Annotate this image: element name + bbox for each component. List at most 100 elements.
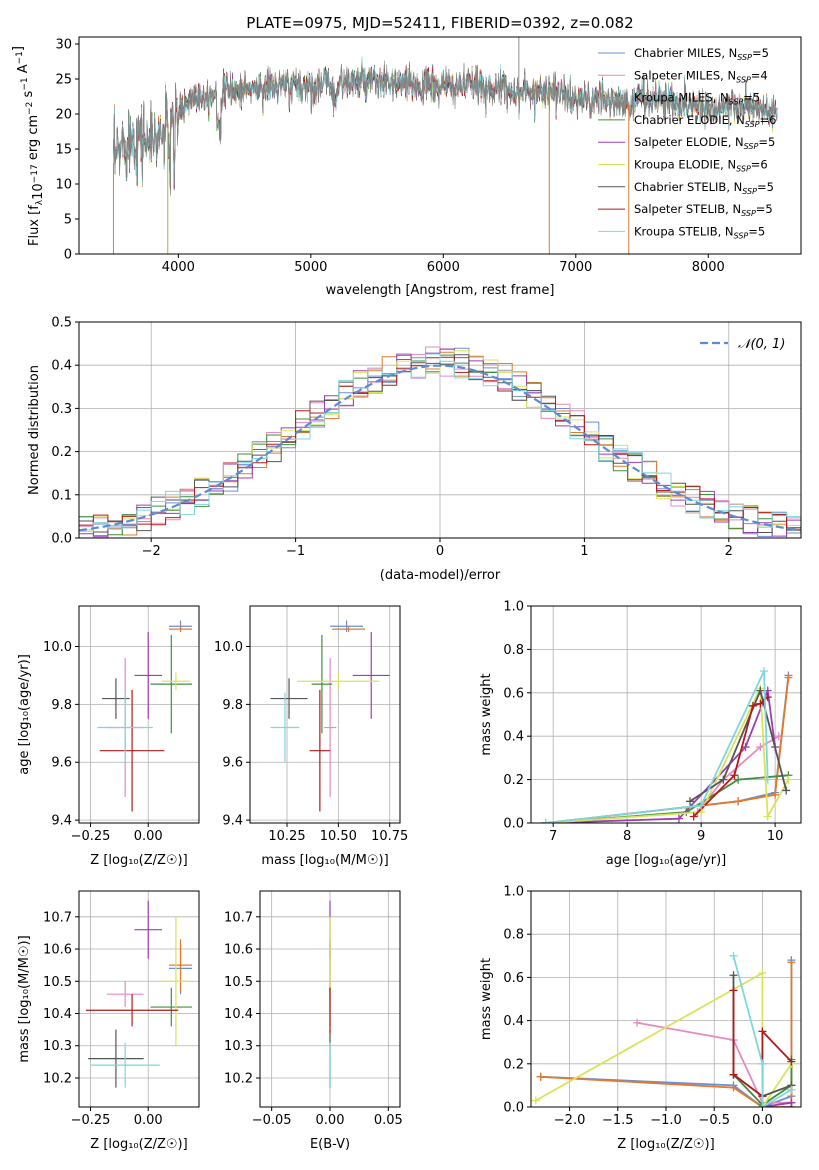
x-tick-label: −1.0 (650, 1113, 682, 1128)
y-tick-label: 9.6 (222, 756, 243, 771)
weight-marker (734, 797, 743, 806)
legend-entry: Chabrier MILES, NSSP=5 (634, 46, 769, 62)
weight-marker (787, 1085, 796, 1094)
legend-sub: SSP (742, 187, 757, 196)
y-tick-label: 0.0 (503, 1101, 524, 1116)
weight-marker (748, 701, 757, 710)
x-tick-label: −0.05 (252, 1113, 292, 1128)
x-tick-label: −0.5 (698, 1113, 730, 1128)
y-tick-label: 9.4 (51, 814, 72, 829)
weight-marker (719, 775, 728, 784)
y-tick-label: 10.7 (43, 910, 72, 925)
weight-series-line (732, 955, 792, 1107)
weight-lines (531, 951, 796, 1107)
y-axis-label-part: 10 (31, 183, 46, 200)
y-tick-label: 9.4 (222, 814, 243, 829)
legend-tail: =5 (752, 46, 769, 60)
residual-histogram (79, 354, 801, 533)
y-tick-label: 1.0 (503, 885, 524, 900)
y-tick-label: 9.6 (51, 756, 72, 771)
weight-marker (760, 667, 769, 676)
y-tick-label: 10.2 (43, 1071, 72, 1086)
y-tick-label: 0.3 (51, 402, 72, 417)
weight-marker (729, 1083, 738, 1092)
legend-tail: =5 (758, 135, 775, 149)
x-tick-label: −2 (142, 544, 161, 559)
weight-series-line (696, 735, 780, 813)
spectrum-lines (112, 37, 778, 254)
legend-sub: SSP (736, 75, 751, 84)
weight-marker (729, 1070, 738, 1079)
x-axis-label: Z [log₁₀(Z/Z☉)] (90, 1137, 187, 1152)
x-tick-label: 0 (436, 544, 444, 559)
legend-entry: Chabrier ELODIE, NSSP=6 (634, 113, 776, 129)
figure-title: PLATE=0975, MJD=52411, FIBERID=0392, z=0… (246, 14, 633, 32)
x-tick-label: 5000 (294, 260, 327, 275)
data-spectrum (113, 60, 778, 196)
legend-sub: SSP (729, 98, 744, 107)
y-axis-label-part: ] (11, 46, 26, 51)
legend-sub: SSP (744, 142, 759, 151)
y-axis-label: Flux [fλ10−17 erg cm−2 s−1 A−1] (11, 46, 46, 246)
legend-label: Salpeter MILES, N (634, 68, 736, 82)
x-tick-label: 10.50 (320, 829, 357, 844)
weight-marker (541, 819, 550, 823)
axes-frame (78, 605, 200, 824)
y-tick-label: 10.6 (224, 943, 253, 958)
y-axis-label-part: −2 (25, 102, 35, 115)
y-tick-label: 9.8 (222, 698, 243, 713)
legend-tail: =6 (760, 113, 777, 127)
weight-marker (697, 801, 706, 810)
legend-sub: SSP (736, 165, 751, 174)
legend-label: Kroupa STELIB, N (634, 224, 734, 238)
legend-tail: =5 (743, 91, 760, 105)
x-tick-label: 0.0 (752, 1113, 773, 1128)
x-tick-label: −1.5 (602, 1113, 634, 1128)
y-tick-label: 0.5 (51, 316, 72, 331)
y-tick-label: 0.4 (503, 1014, 524, 1029)
weight-series-line (689, 687, 788, 803)
legend-label: Chabrier STELIB, N (634, 180, 742, 194)
weight-series-line (636, 1021, 792, 1104)
legend-label: Salpeter ELODIE, N (634, 135, 744, 149)
y-tick-label: 10.2 (224, 1071, 253, 1086)
y-tick-label: 0.2 (51, 445, 72, 460)
x-axis-label: Z [log₁₀(Z/Z☉)] (90, 853, 187, 868)
y-tick-label: 15 (55, 143, 72, 158)
legend-label: Salpeter STELIB, N (634, 202, 741, 216)
y-tick-label: 0.0 (503, 817, 524, 832)
legend-sub: SSP (741, 209, 756, 218)
legend-entry: Salpeter STELIB, NSSP=5 (634, 202, 773, 218)
x-tick-label: 0.00 (316, 1113, 345, 1128)
x-axis-label: wavelength [Angstrom, rest frame] (326, 283, 555, 298)
y-tick-label: 10.7 (224, 910, 253, 925)
residual-histogram (79, 353, 801, 538)
y-axis-label-part: s (21, 90, 36, 101)
y-tick-label: 5 (64, 213, 72, 228)
x-tick-label: 10.75 (371, 829, 408, 844)
x-tick-label: 7000 (559, 260, 592, 275)
y-tick-label: 0.4 (51, 359, 72, 374)
y-axis-label-part: λ (35, 199, 45, 205)
x-axis-label: mass [log₁₀(M/M☉)] (261, 853, 388, 868)
y-tick-label: 10 (55, 178, 72, 193)
x-tick-label: 8000 (692, 260, 725, 275)
y-axis-label: mass [log₁₀(M/M☉)] (17, 935, 32, 1062)
y-tick-label: 10.0 (214, 640, 243, 655)
y-tick-label: 30 (55, 38, 72, 53)
y-tick-label: 10.0 (43, 640, 72, 655)
legend-entry: Kroupa STELIB, NSSP=5 (634, 224, 765, 240)
y-axis-label-part: A (16, 64, 31, 77)
legend-tail: =6 (751, 158, 768, 172)
x-axis-label: E(B-V) (310, 1137, 350, 1152)
legend-entry: Kroupa MILES, NSSP=5 (634, 91, 760, 107)
weight-marker (758, 1103, 767, 1107)
y-tick-label: 0.6 (503, 686, 524, 701)
y-tick-label: 0.1 (51, 488, 72, 503)
x-tick-label: 0.00 (134, 829, 163, 844)
weight-marker (633, 1018, 642, 1027)
weight-marker (734, 775, 743, 784)
y-tick-label: 0.0 (51, 532, 72, 547)
legend-sub: SSP (737, 53, 752, 62)
weight-series-line (545, 670, 769, 823)
